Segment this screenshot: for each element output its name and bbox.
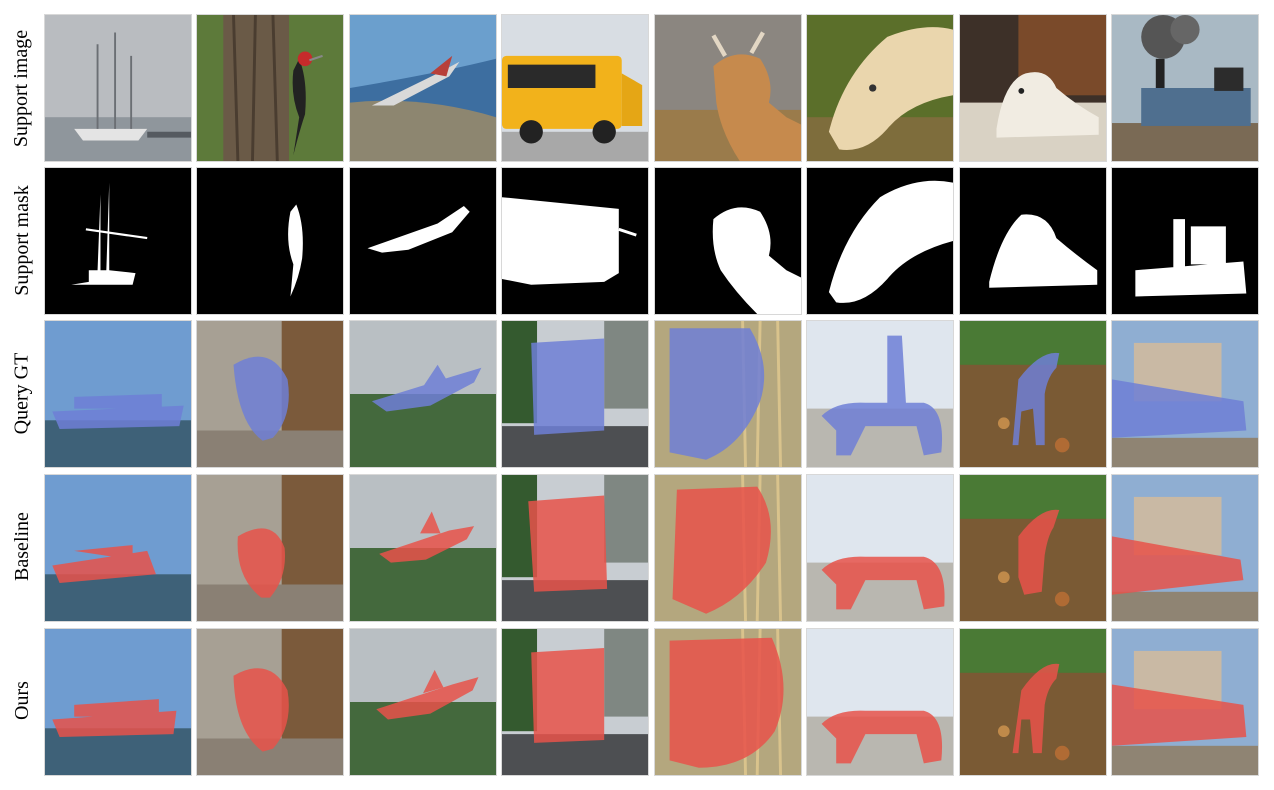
support-image-sailing-ship [44,14,192,162]
support-image-airplane [349,14,497,162]
support-mask-woodpecker [196,167,344,315]
ours-horse-in-leaves [959,628,1107,776]
ours-bird [196,628,344,776]
support-mask-dog [959,167,1107,315]
query-gt-bird [196,320,344,468]
row-label-ours: Ours [10,680,33,720]
ours-train [1111,628,1259,776]
support-mask-school-bus [501,167,649,315]
support-image-locomotive [1111,14,1259,162]
ours-cow [654,628,802,776]
baseline-fighter-jet [349,474,497,622]
baseline-bird [196,474,344,622]
baseline-cow [654,474,802,622]
query-gt-train [1111,320,1259,468]
query-gt-horse-rider [806,320,954,468]
baseline-cruise-ship [44,474,192,622]
support-mask-airplane [349,167,497,315]
support-mask-horse-head [806,167,954,315]
support-image-cow [654,14,802,162]
ours-cruise-ship [44,628,192,776]
query-gt-cruise-ship [44,320,192,468]
support-image-woodpecker [196,14,344,162]
row-label-support-mask: Support mask [10,184,33,296]
baseline-horse-rider [806,474,954,622]
row-label-baseline: Baseline [10,511,33,581]
query-gt-cow [654,320,802,468]
ours-fighter-jet [349,628,497,776]
row-label-support-image: Support image [10,29,33,147]
baseline-horse-in-leaves [959,474,1107,622]
query-gt-bus [501,320,649,468]
support-image-horse-head [806,14,954,162]
support-mask-cow [654,167,802,315]
support-image-dog [959,14,1107,162]
baseline-train [1111,474,1259,622]
row-label-query-gt: Query GT [10,352,33,434]
ours-horse-rider [806,628,954,776]
ours-bus [501,628,649,776]
baseline-bus [501,474,649,622]
support-image-school-bus [501,14,649,162]
query-gt-horse-in-leaves [959,320,1107,468]
support-mask-sailing-ship [44,167,192,315]
query-gt-fighter-jet [349,320,497,468]
support-mask-locomotive [1111,167,1259,315]
